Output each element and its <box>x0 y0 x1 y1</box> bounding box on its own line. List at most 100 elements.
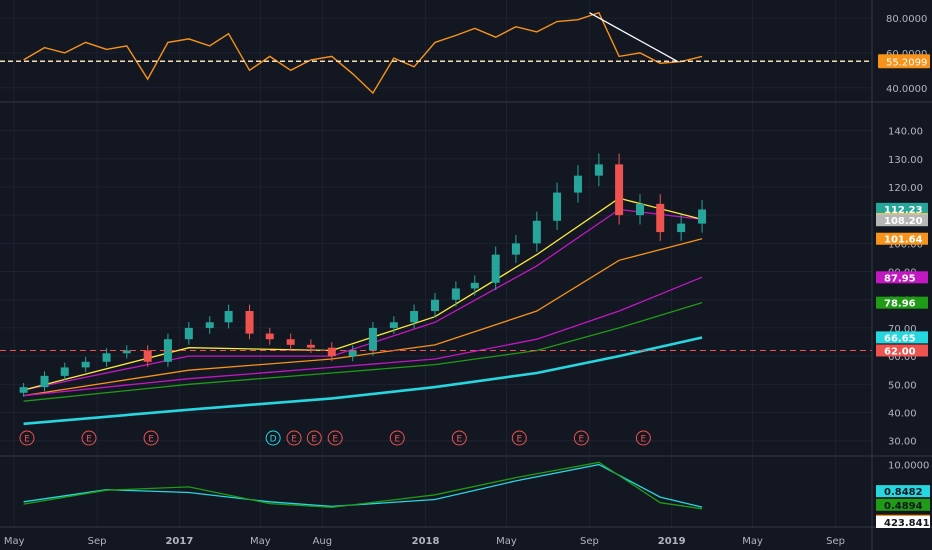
candle-body <box>615 164 624 216</box>
price-level-badge <box>876 271 928 284</box>
price-tick-label: 70.00 <box>888 324 917 335</box>
macd-value-badge <box>876 485 930 498</box>
earnings-marker-letter: E <box>578 435 584 445</box>
time-tick-label: Sep <box>580 536 599 547</box>
candle-body <box>143 350 152 362</box>
time-axis[interactable]: May Sep 2017 May Aug 2018 May Sep 2019 May Sep <box>4 536 845 547</box>
macd-panel[interactable] <box>23 461 703 510</box>
time-tick-label: May <box>742 536 763 547</box>
time-tick-label: Sep <box>88 536 107 547</box>
moving-average-line <box>23 301 703 402</box>
macd-value-label: 423.841K <box>884 518 932 529</box>
earnings-marker <box>573 430 589 446</box>
candle-body <box>451 288 460 300</box>
earnings-marker <box>81 430 97 446</box>
earnings-marker <box>635 430 651 446</box>
time-tick-label: May <box>250 536 271 547</box>
rsi-trendline <box>589 12 679 63</box>
candle-body <box>286 339 295 345</box>
candle-body <box>532 220 541 244</box>
earnings-marker-letter: E <box>291 435 297 445</box>
candle-body <box>636 203 645 216</box>
rsi-current-value-label: 55.2099 <box>886 57 927 68</box>
earnings-marker-letter: E <box>311 435 317 445</box>
time-tick-label: May <box>4 536 25 547</box>
earnings-marker <box>306 430 322 446</box>
price-level-label: 108.20 <box>884 216 923 227</box>
macd-value-badge <box>876 498 930 511</box>
price-level-badge <box>876 296 928 309</box>
candle-body <box>184 327 193 340</box>
price-level-badge <box>876 331 928 344</box>
candle-body <box>306 344 315 348</box>
earnings-marker-letter: E <box>456 435 462 445</box>
candle-body <box>224 311 233 323</box>
candle-body <box>553 192 562 221</box>
moving-average-line <box>23 238 703 397</box>
price-level-label: 78.96 <box>884 299 916 310</box>
time-tick-label: 2019 <box>658 536 686 547</box>
price-tick-label: 100.00 <box>888 239 923 250</box>
price-level-badge <box>876 344 928 357</box>
rsi-tick-label: 80.0000 <box>886 14 927 25</box>
candle-body <box>410 311 419 323</box>
candle-body <box>122 350 131 354</box>
price-level-label: 112.23 <box>884 205 923 216</box>
candle-body <box>573 175 582 193</box>
price-tick-label: 120.00 <box>888 183 923 194</box>
price-level-label: 66.65 <box>884 333 916 344</box>
earnings-marker-letter: E <box>332 435 338 445</box>
candle-body <box>470 282 479 289</box>
price-tick-label: 60.00 <box>888 352 917 363</box>
time-tick-label: May <box>496 536 517 547</box>
price-tick-label: 130.00 <box>888 155 923 166</box>
earnings-marker-letter: E <box>516 435 522 445</box>
earnings-marker <box>286 430 302 446</box>
price-tick-label: 40.00 <box>888 409 917 420</box>
price-level-badge <box>876 214 928 227</box>
earnings-marker <box>389 430 405 446</box>
earnings-marker-letter: E <box>24 435 30 445</box>
candle-body <box>265 333 274 340</box>
earnings-marker-letter: E <box>394 435 400 445</box>
earnings-marker-letter: D <box>270 435 277 445</box>
rsi-panel[interactable] <box>0 11 872 95</box>
candle-body <box>245 311 254 334</box>
candle-body <box>677 223 686 233</box>
candle-body <box>19 387 28 393</box>
price-level-badge <box>876 202 928 215</box>
candle-body <box>40 375 49 388</box>
time-tick-label: 2017 <box>165 536 193 547</box>
price-tick-label: 30.00 <box>888 437 917 448</box>
candle-body <box>594 164 603 176</box>
price-tick-label: 140.00 <box>888 127 923 138</box>
macd-line <box>23 463 703 508</box>
price-level-label: 62.00 <box>884 346 916 357</box>
time-tick-label: Sep <box>826 536 845 547</box>
candle-body <box>102 353 111 362</box>
candle-body <box>389 322 398 328</box>
moving-average-line <box>23 276 703 397</box>
candle-body <box>163 339 172 362</box>
earnings-marker-letter: E <box>86 435 92 445</box>
candle-body <box>511 243 520 255</box>
price-axis[interactable]: 40.000060.000080.000055.209930.0040.0050… <box>876 14 932 529</box>
moving-average-line <box>23 336 703 426</box>
candle-body <box>368 327 377 351</box>
time-tick-label: 2018 <box>412 536 440 547</box>
macd-value-label: 0.4894 <box>884 501 923 512</box>
candle-body <box>656 203 665 233</box>
earnings-marker <box>265 430 281 446</box>
rsi-tick-label: 40.0000 <box>886 84 927 95</box>
candle-body <box>491 254 500 283</box>
earnings-marker <box>327 430 343 446</box>
earnings-marker <box>143 430 159 446</box>
macd-value-badge <box>876 516 930 528</box>
candle-body <box>81 361 90 368</box>
candle-body <box>698 209 707 224</box>
macd-value-label: 0.8482 <box>884 487 923 498</box>
candle-body <box>327 347 336 357</box>
